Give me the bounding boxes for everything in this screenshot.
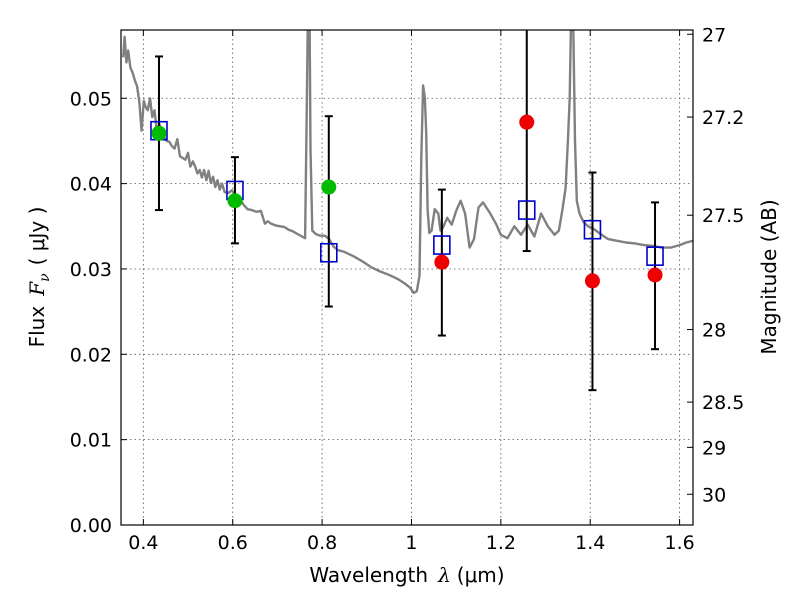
model-photometry-square: [646, 246, 664, 266]
observed-photometry-point: [321, 179, 337, 195]
model-photometry-square: [517, 200, 536, 220]
observed-photometry-point: [434, 254, 450, 270]
y-tick-label: 0.02: [70, 344, 112, 366]
y-tick-label: 0.05: [70, 88, 112, 110]
observed-photometry-point: [151, 125, 167, 141]
x-tick-label: 1.2: [486, 532, 516, 554]
plot-frame: [120, 29, 694, 526]
model-photometry-square: [583, 219, 602, 240]
observed-photometry-point: [584, 273, 600, 289]
x-tick-label: 1: [405, 532, 417, 554]
y2-tick-label: 28.5: [702, 392, 744, 414]
y2-tick-label: 27.2: [702, 107, 744, 129]
x-tick-label: 0.6: [218, 532, 248, 554]
model-photometry-square: [433, 235, 451, 255]
y-tick-label: 0.03: [70, 259, 112, 281]
observed-photometry-point: [647, 267, 663, 283]
y2-tick-label: 27: [702, 24, 726, 46]
y-tick-label: 0.04: [70, 174, 112, 196]
x-tick-label: 1.4: [575, 532, 605, 554]
y-tick-label: 0.00: [70, 515, 112, 537]
y2-tick-label: 29: [702, 437, 726, 459]
x-tick-label: 0.4: [128, 532, 158, 554]
model-photometry-square: [319, 242, 338, 263]
y2-axis-label: Magnitude (AB): [757, 199, 781, 354]
observed-photometry-point: [519, 114, 535, 130]
x-axis-label: Wavelength λ (μm): [309, 563, 504, 587]
y2-tick-label: 27.5: [702, 205, 744, 227]
y2-tick-label: 28: [702, 320, 726, 342]
x-tick-label: 1.6: [664, 532, 694, 554]
y-tick-label: 0.01: [70, 430, 112, 452]
y2-tick-label: 30: [702, 484, 726, 506]
y-axis-label: FluxFν( μJy ): [25, 207, 53, 348]
axis-ticks: 0.4 0.6 0.8 1 1.2 1.4 1.6 0.00 0.01 0.02 0.03 0.04 0…: [70, 24, 745, 554]
x-tick-label: 0.8: [307, 532, 337, 554]
observed-photometry-point: [227, 193, 243, 209]
model-spectrum-line: [122, 30, 693, 295]
plot-area: [122, 30, 693, 392]
